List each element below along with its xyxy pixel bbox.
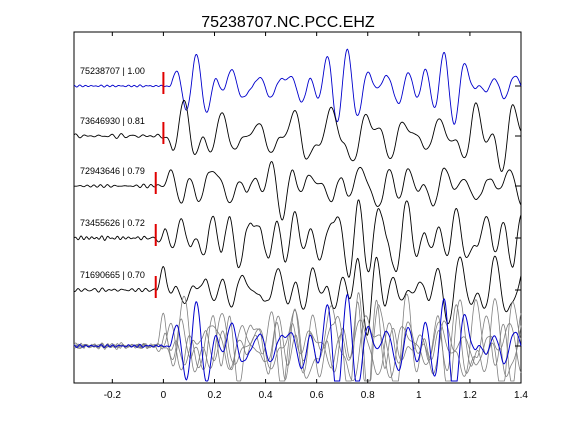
- trace-label: 73646930 | 0.81: [80, 116, 145, 126]
- x-tick-label: 0.6: [310, 390, 324, 401]
- x-tick-label: -0.2: [104, 390, 122, 401]
- trace-label: 72943646 | 0.79: [80, 166, 145, 176]
- x-tick-label: 0: [161, 390, 167, 401]
- stacked-trace: [73, 293, 522, 382]
- waveform-trace: [73, 255, 522, 337]
- x-tick-label: 0.2: [208, 390, 222, 401]
- chart-title: 75238707.NC.PCC.EHZ: [201, 14, 375, 31]
- plot-frame: [73, 31, 522, 384]
- traces-layer: [73, 48, 522, 337]
- picks-layer: [154, 72, 165, 298]
- x-tick-label: 1.2: [463, 390, 477, 401]
- trace-label: 73455626 | 0.72: [80, 218, 145, 228]
- trace-labels-layer: 75238707 | 1.00 73646930 | 0.81 72943646 |…: [80, 66, 521, 291]
- x-tick-label: 1: [416, 390, 422, 401]
- x-tick-label: 1.4: [514, 390, 528, 401]
- x-axis: -0.2 0 0.2 0.4 0.6 0.8 1 1.2 1.4: [104, 32, 528, 401]
- waveform-trace: [73, 99, 522, 172]
- trace-label: 75238707 | 1.00: [80, 66, 145, 76]
- trace-label: 71690665 | 0.70: [80, 270, 145, 280]
- waveform-trace: [73, 48, 522, 125]
- waveform-trace: [73, 199, 522, 278]
- stacked-trace: [73, 311, 522, 382]
- stacked-traces-layer: [73, 292, 522, 382]
- waveform-trace: [73, 161, 522, 221]
- stacked-trace: [73, 292, 522, 382]
- x-tick-label: 0.4: [259, 390, 273, 401]
- stacked-trace: [73, 298, 522, 382]
- x-tick-label: 0.8: [361, 390, 375, 401]
